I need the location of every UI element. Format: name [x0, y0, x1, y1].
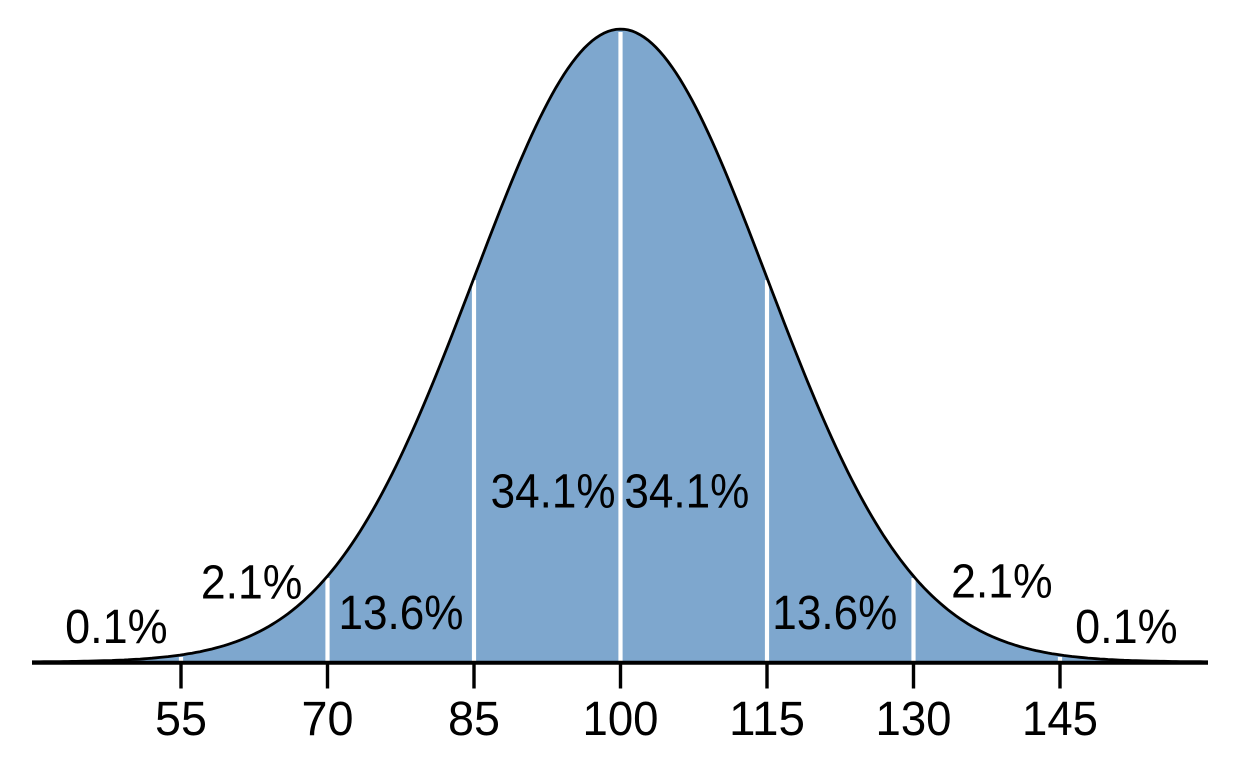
svg-text:13.6%: 13.6% — [772, 586, 897, 640]
svg-text:0.1%: 0.1% — [65, 600, 168, 654]
svg-text:130: 130 — [876, 693, 952, 746]
svg-text:85: 85 — [448, 693, 500, 746]
svg-text:34.1%: 34.1% — [491, 465, 616, 519]
svg-text:55: 55 — [155, 693, 207, 746]
svg-text:115: 115 — [729, 693, 805, 746]
svg-text:0.1%: 0.1% — [1075, 600, 1178, 654]
svg-text:100: 100 — [583, 693, 659, 746]
svg-text:34.1%: 34.1% — [624, 465, 749, 519]
svg-text:2.1%: 2.1% — [201, 556, 303, 610]
svg-text:13.6%: 13.6% — [339, 586, 464, 640]
svg-text:145: 145 — [1022, 693, 1098, 746]
svg-text:2.1%: 2.1% — [951, 555, 1053, 609]
svg-text:70: 70 — [302, 693, 354, 746]
